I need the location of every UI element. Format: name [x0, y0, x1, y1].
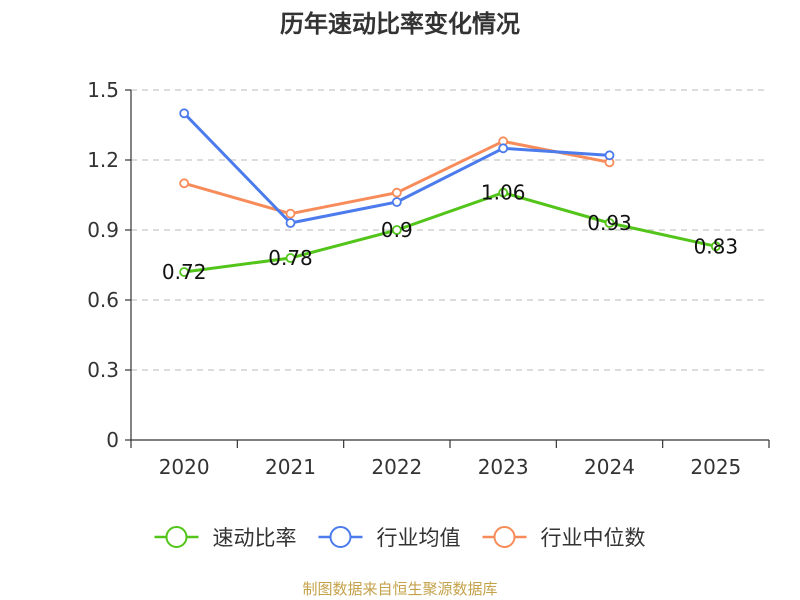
data-label: 1.06	[481, 181, 526, 205]
data-point-s1-1	[285, 218, 296, 228]
y-tick-label: 0.9	[87, 218, 119, 242]
data-label: 0.93	[587, 211, 632, 235]
source-note: 制图数据来自恒生聚源数据库	[302, 580, 497, 598]
x-tick-label: 2023	[478, 455, 529, 479]
data-label: 0.83	[694, 234, 739, 258]
legend-label: 速动比率	[213, 526, 297, 550]
legend-label: 行业中位数	[541, 526, 646, 550]
legend-marker-icon	[493, 526, 516, 548]
data-point-s0-2	[391, 225, 402, 235]
legend-item-1[interactable]: 行业均值	[318, 526, 461, 550]
y-tick-label: 1.2	[87, 148, 119, 172]
chart-title: 历年速动比率变化情况	[280, 10, 520, 38]
data-point-s2-2	[391, 187, 402, 198]
data-point-s0-4	[604, 218, 615, 228]
data-label: 0.72	[162, 260, 207, 284]
data-point-s0-3	[498, 187, 509, 198]
series-line-0	[183, 191, 717, 274]
legend-item-0[interactable]: 速动比率	[154, 526, 297, 550]
data-point-s2-1	[285, 208, 296, 219]
x-tick-label: 2021	[265, 455, 316, 479]
series-layer	[179, 108, 721, 277]
y-tick-label: 0.3	[87, 358, 119, 382]
data-point-s0-5	[710, 241, 721, 252]
data-point-s2-0	[179, 178, 190, 189]
data-point-s1-3	[498, 143, 509, 154]
grid-layer	[131, 89, 769, 371]
y-tick-label: 0.6	[87, 288, 119, 312]
data-point-s0-1	[285, 253, 296, 263]
legend-item-2[interactable]: 行业中位数	[482, 526, 646, 550]
legend-label: 行业均值	[377, 526, 461, 550]
axes-layer: 0 0.3 0.6 0.9 1.2 1.5 2020 2021 2022 2023 2024 2025	[87, 78, 770, 479]
y-tick-label: 0	[106, 428, 119, 452]
data-point-s1-0	[179, 108, 190, 119]
x-tick-label: 2024	[584, 455, 635, 479]
legend-marker-icon	[329, 526, 352, 548]
x-tick-label: 2020	[159, 455, 210, 479]
legend[interactable]: 速动比率 行业均值 行业中位数	[154, 526, 646, 550]
data-label: 0.78	[268, 246, 313, 270]
x-tick-label: 2022	[371, 455, 422, 479]
x-tick-label: 2025	[690, 455, 741, 479]
data-point-s1-4	[604, 150, 615, 161]
legend-marker-icon	[165, 526, 188, 548]
labels-layer: 0.72 0.78 0.9 1.06 0.93 0.83	[162, 181, 738, 284]
data-label: 0.9	[381, 218, 413, 242]
data-point-s1-2	[391, 197, 402, 207]
data-point-s0-0	[179, 267, 190, 277]
y-tick-label: 1.5	[87, 78, 119, 102]
